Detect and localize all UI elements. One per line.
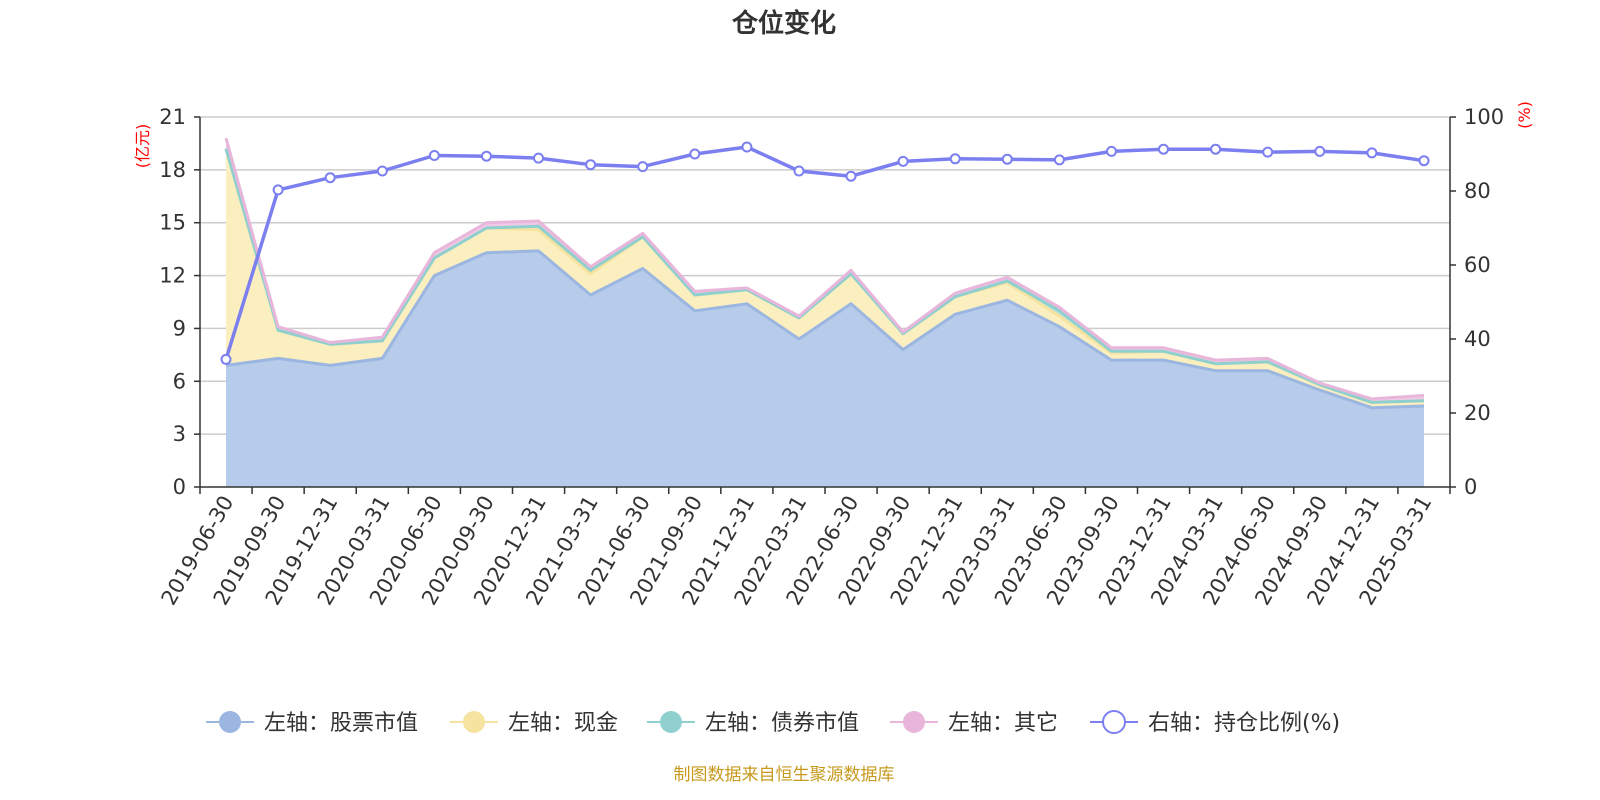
ratio-point: [533, 152, 544, 164]
right-tick-label: 0: [1464, 475, 1477, 499]
ratio-line: [224, 145, 1425, 360]
left-tick-label: 21: [159, 105, 186, 129]
ratio-point: [741, 141, 753, 153]
ratio-point: [1210, 143, 1222, 155]
legend-marker: [219, 711, 241, 733]
right-tick-label: 80: [1464, 179, 1491, 203]
right-tick-label: 20: [1464, 401, 1491, 425]
ratio-point: [897, 155, 909, 167]
left-tick-label: 12: [159, 264, 186, 288]
stacked-areas: [224, 137, 1425, 487]
legend-label: 左轴：其它: [948, 711, 1058, 736]
ratio-point: [1001, 153, 1013, 165]
area-line-series-3: [224, 148, 1425, 404]
legend-marker: [903, 711, 925, 733]
ratio-point: [1262, 146, 1274, 158]
legend-label: 左轴：股票市值: [264, 711, 418, 736]
chart-title: 仓位变化: [731, 8, 836, 39]
area-line-series-1: [225, 249, 1425, 410]
ratio-point: [1106, 145, 1117, 157]
area-series-1: [226, 250, 1424, 487]
ratio-point: [949, 153, 961, 165]
left-tick-label: 18: [159, 158, 186, 182]
left-tick-label: 9: [173, 316, 186, 340]
legend-marker: [1102, 710, 1126, 734]
ratio-point: [1314, 145, 1326, 157]
legend-label: 右轴：持仓比例(%): [1148, 711, 1340, 736]
area-line-series-4: [224, 137, 1425, 401]
ratio-point: [272, 184, 284, 196]
ratio-point: [689, 148, 701, 160]
ratio-point: [428, 150, 440, 161]
ratio-point: [585, 159, 597, 171]
right-axis-unit: (%): [1515, 101, 1534, 129]
ratio-point: [793, 165, 805, 177]
ratio-point: [1418, 155, 1430, 167]
ratio-point: [845, 170, 857, 182]
ratio-point: [481, 150, 492, 162]
legend: 左轴：股票市值 左轴：现金 左轴：债券市值 左轴：其它 右轴：持仓比例(%): [206, 710, 1340, 736]
ratio-point: [637, 161, 649, 173]
right-tick-label: 40: [1464, 327, 1491, 351]
left-axis-unit: (亿元): [133, 124, 152, 169]
ratio-point: [1366, 147, 1378, 159]
left-tick-label: 15: [159, 211, 186, 235]
left-tick-label: 6: [173, 369, 186, 393]
area-series-2: [226, 148, 1424, 408]
left-tick-label: 0: [173, 475, 186, 499]
right-tick-label: 60: [1464, 253, 1491, 277]
ratio-point: [220, 353, 232, 365]
ratio-point: [1053, 154, 1065, 166]
position-ratio-line: [220, 141, 1430, 365]
legend-label: 左轴：现金: [508, 711, 618, 736]
ratio-point: [324, 172, 336, 184]
legend-label: 左轴：债券市值: [705, 711, 859, 736]
left-tick-label: 3: [173, 422, 186, 446]
legend-marker: [463, 711, 485, 733]
ratio-point: [1158, 143, 1169, 155]
ratio-point: [376, 165, 388, 177]
right-tick-label: 100: [1464, 105, 1504, 129]
source-note: 制图数据来自恒生聚源数据库: [674, 765, 895, 785]
legend-marker: [660, 711, 682, 733]
